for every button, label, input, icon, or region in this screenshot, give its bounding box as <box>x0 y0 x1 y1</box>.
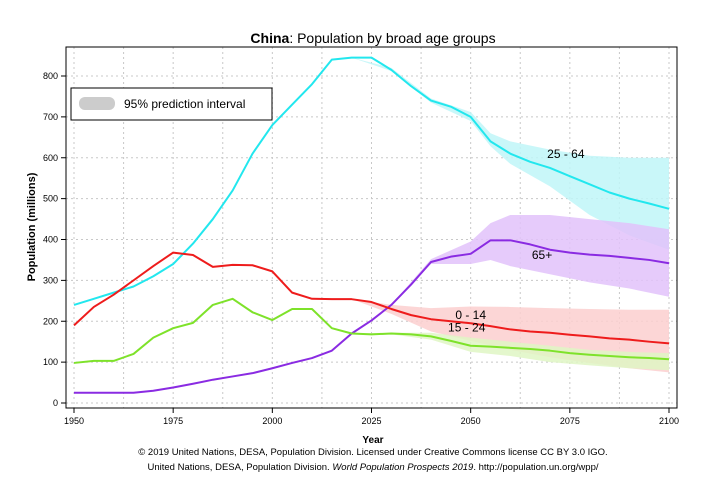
source-line-prefix: United Nations, DESA, Population Divisio… <box>148 462 333 473</box>
series-line-25-64 <box>73 56 670 306</box>
series-label-65+: 65+ <box>532 248 552 262</box>
chart-title-country: China <box>250 30 289 46</box>
y-tick-label: 100 <box>43 357 58 367</box>
source-line-url: . http://population.un.org/wpp/ <box>473 462 599 473</box>
x-tick-label: 2100 <box>659 416 679 426</box>
band-65+ <box>351 214 669 334</box>
band-15-24 <box>351 332 669 371</box>
y-tick-label: 500 <box>43 194 58 204</box>
x-tick-label: 2000 <box>262 416 282 426</box>
x-axis-label: Year <box>362 435 383 446</box>
axis-ticks: 1950 1975 2000 2025 2050 2075 2100 0 100 200 300 40… <box>43 71 679 426</box>
y-tick-label: 700 <box>43 112 58 122</box>
x-tick-label: 2050 <box>461 416 481 426</box>
source-line-title: World Population Prospects 2019 <box>332 462 474 473</box>
y-axis-label: Population (millions) <box>26 172 38 281</box>
series-label-15-24: 15 - 24 <box>448 320 486 334</box>
legend: 95% prediction interval <box>70 87 273 121</box>
y-tick-label: 0 <box>53 398 58 408</box>
y-tick-label: 400 <box>43 235 58 245</box>
y-tick-label: 300 <box>43 275 58 285</box>
series-line-0-14 <box>73 251 670 345</box>
y-tick-label: 200 <box>43 316 58 326</box>
x-tick-label: 2025 <box>361 416 381 426</box>
x-tick-label: 2075 <box>560 416 580 426</box>
legend-label: 95% prediction interval <box>124 97 245 111</box>
series-line-65+ <box>74 239 670 394</box>
x-tick-label: 1950 <box>64 416 84 426</box>
copyright-line: © 2019 United Nations, DESA, Population … <box>138 447 607 458</box>
legend-swatch <box>79 97 115 110</box>
chart-title: China: Population by broad age groups <box>250 30 495 46</box>
series-label-25-64: 25 - 64 <box>547 147 585 161</box>
x-tick-label: 1975 <box>163 416 183 426</box>
y-tick-label: 600 <box>43 153 58 163</box>
source-line: United Nations, DESA, Population Divisio… <box>148 462 599 473</box>
y-tick-label: 800 <box>43 71 58 81</box>
series-label-0-14: 0 - 14 <box>455 308 486 322</box>
series-line-15-24 <box>73 297 670 364</box>
chart-title-text: : Population by broad age groups <box>289 30 495 46</box>
series-lines <box>73 56 670 394</box>
